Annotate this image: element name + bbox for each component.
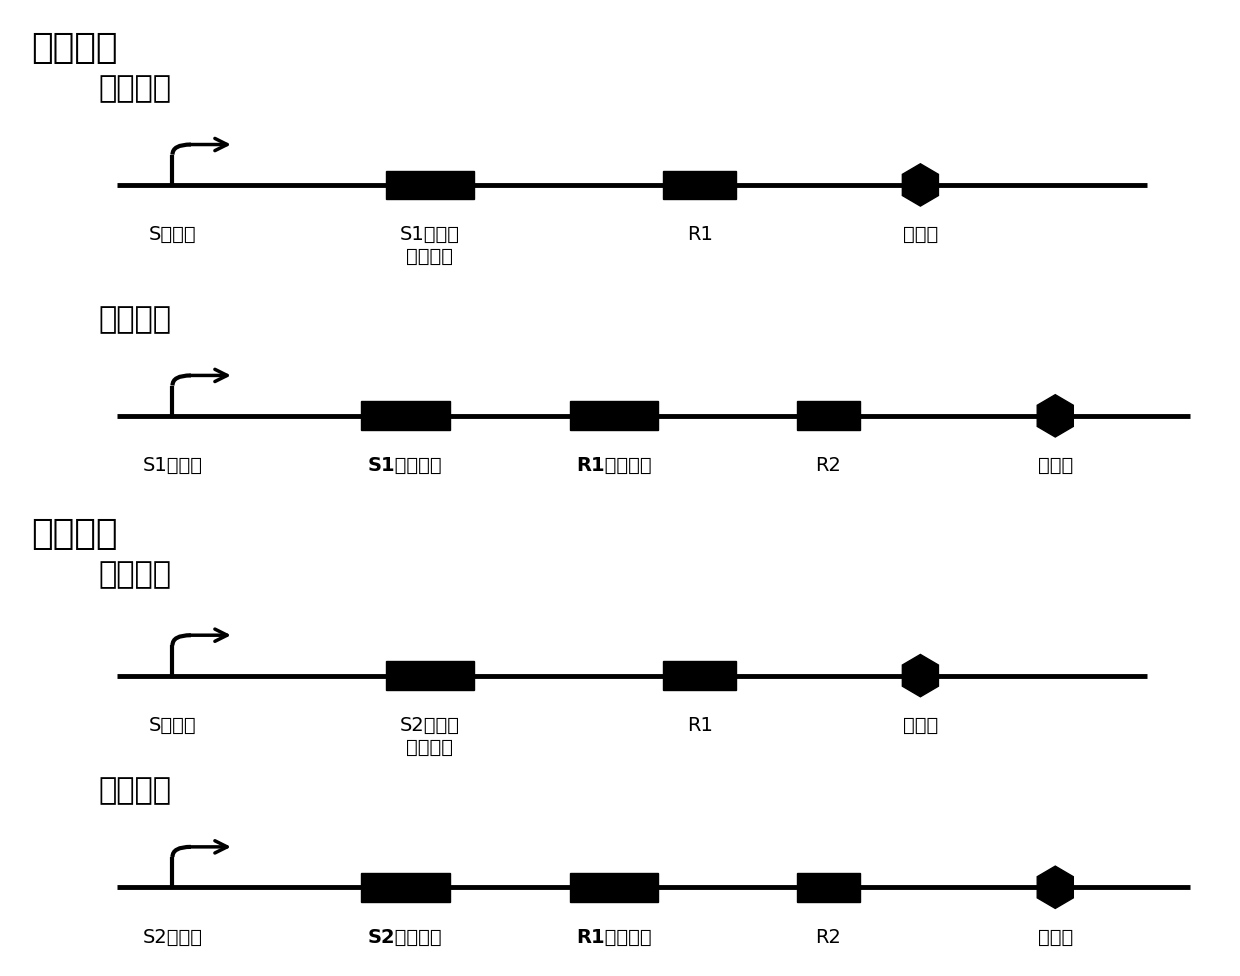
Bar xyxy=(663,661,737,690)
Bar xyxy=(386,171,474,199)
Text: S2启动子: S2启动子 xyxy=(143,927,202,947)
Text: 第四线路: 第四线路 xyxy=(99,777,172,805)
Polygon shape xyxy=(1037,866,1074,909)
Polygon shape xyxy=(903,655,939,697)
Bar xyxy=(361,401,450,430)
Text: R1: R1 xyxy=(687,225,713,244)
Text: 终止子: 终止子 xyxy=(903,225,937,244)
Text: R1抑制元件: R1抑制元件 xyxy=(577,456,652,475)
Text: S启动子: S启动子 xyxy=(149,225,196,244)
Text: 第三线路: 第三线路 xyxy=(99,560,172,590)
Bar xyxy=(796,873,861,902)
Text: R2: R2 xyxy=(816,927,842,947)
Bar xyxy=(569,873,658,902)
Text: R1: R1 xyxy=(687,716,713,735)
Bar xyxy=(386,661,474,690)
Polygon shape xyxy=(903,164,939,206)
Text: 第一线路: 第一线路 xyxy=(99,74,172,103)
Bar xyxy=(569,401,658,430)
Text: S1启动子: S1启动子 xyxy=(143,456,202,475)
Text: S2启动子
激活元件: S2启动子 激活元件 xyxy=(401,716,460,757)
Bar xyxy=(361,873,450,902)
Text: 终止子: 终止子 xyxy=(1038,456,1073,475)
Text: S启动子: S启动子 xyxy=(149,716,196,735)
Text: S1抑制元件: S1抑制元件 xyxy=(368,456,443,475)
Text: R1抑制元件: R1抑制元件 xyxy=(577,927,652,947)
Bar xyxy=(663,171,737,199)
Text: S2抑制元件: S2抑制元件 xyxy=(368,927,443,947)
Text: 第一细胞: 第一细胞 xyxy=(31,31,118,65)
Bar xyxy=(796,401,861,430)
Text: R2: R2 xyxy=(816,456,842,475)
Polygon shape xyxy=(1037,394,1074,437)
Text: 第二细胞: 第二细胞 xyxy=(31,517,118,550)
Text: 终止子: 终止子 xyxy=(903,716,937,735)
Text: 终止子: 终止子 xyxy=(1038,927,1073,947)
Text: S1启动子
激活元件: S1启动子 激活元件 xyxy=(401,225,460,266)
Text: 第二线路: 第二线路 xyxy=(99,305,172,334)
